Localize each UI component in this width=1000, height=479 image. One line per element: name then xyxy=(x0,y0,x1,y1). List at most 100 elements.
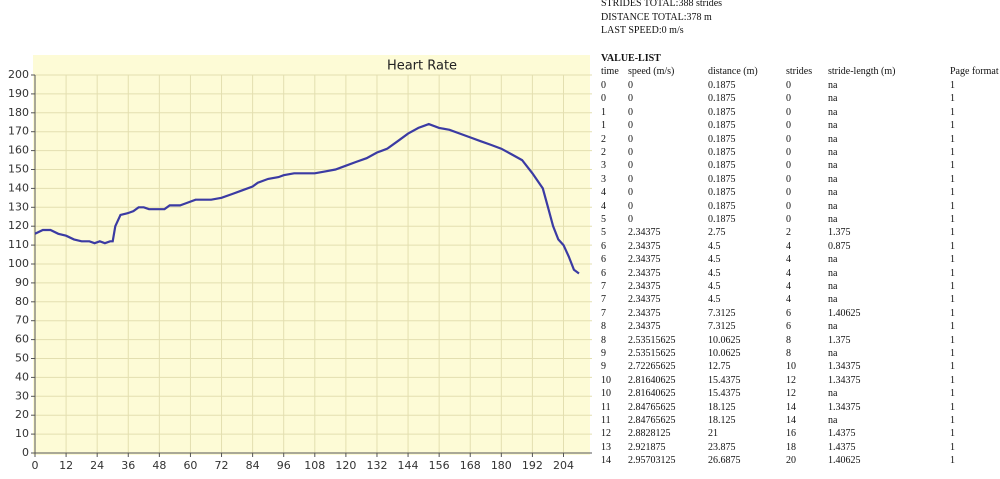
table-cell: 0.1875 xyxy=(708,106,736,118)
table-cell: 1 xyxy=(950,133,955,145)
table-cell: 0 xyxy=(786,120,791,132)
table-cell: 2.34375 xyxy=(628,321,661,333)
heart-rate-line xyxy=(34,122,580,275)
table-cell: 21 xyxy=(708,428,718,440)
table-title: VALUE-LIST xyxy=(601,53,661,64)
table-cell: 2.84765625 xyxy=(628,415,676,426)
table-cell: 1 xyxy=(950,254,955,266)
table-cell: 2 xyxy=(601,133,606,145)
table-cell: 2.34375 xyxy=(628,267,661,279)
table-cell: 7 xyxy=(601,307,606,319)
table-cell: 11 xyxy=(601,401,611,413)
table-cell: 18.125 xyxy=(708,415,736,426)
table-cell: 13 xyxy=(601,441,611,453)
table-cell: na xyxy=(828,106,838,118)
table-cell: 2.34375 xyxy=(628,254,661,266)
table-cell: 1 xyxy=(601,120,606,132)
y-tick-label: 90 xyxy=(15,276,29,289)
table-cell: 1 xyxy=(950,173,955,185)
column-header: Page format xyxy=(950,66,999,77)
table-cell: 0.1875 xyxy=(708,200,736,212)
y-tick-label: 70 xyxy=(15,314,29,327)
table-cell: 1 xyxy=(950,267,955,279)
table-cell: na xyxy=(828,267,838,279)
x-tick-label: 156 xyxy=(429,459,450,472)
table-cell: 0.1875 xyxy=(708,214,736,225)
table-cell: na xyxy=(828,214,838,225)
table-cell: na xyxy=(828,281,838,292)
table-cell: 1.4375 xyxy=(828,428,856,440)
table-cell: 4 xyxy=(601,200,606,212)
x-tick-label: 12 xyxy=(59,459,73,472)
table-cell: 2.34375 xyxy=(628,240,661,252)
y-tick-label: 40 xyxy=(15,370,29,383)
x-tick-label: 36 xyxy=(121,459,135,472)
table-cell: 12 xyxy=(786,374,796,386)
table-cell: 18.125 xyxy=(708,401,736,413)
table-cell: 12 xyxy=(786,388,796,400)
table-cell: 1.40625 xyxy=(828,455,861,467)
table-cell: 0 xyxy=(786,80,791,91)
table-cell: 1 xyxy=(950,80,955,91)
y-tick-label: 20 xyxy=(15,408,29,421)
table-cell: 10 xyxy=(601,374,611,386)
y-tick-label: 120 xyxy=(8,219,29,232)
table-cell: 11 xyxy=(601,415,611,426)
x-tick-label: 72 xyxy=(215,459,229,472)
table-cell: 0 xyxy=(628,187,633,199)
table-cell: 0 xyxy=(786,106,791,118)
x-tick-label: 60 xyxy=(183,459,197,472)
table-cell: 1.34375 xyxy=(828,401,861,413)
table-cell: 10.0625 xyxy=(708,334,741,346)
table-cell: na xyxy=(828,294,838,306)
table-cell: 0.1875 xyxy=(708,133,736,145)
y-tick-label: 200 xyxy=(8,68,29,81)
table-cell: 3 xyxy=(601,173,606,185)
table-cell: 0.1875 xyxy=(708,80,736,91)
table-cell: 1 xyxy=(950,120,955,132)
table-cell: 1 xyxy=(950,93,955,105)
table-cell: 1 xyxy=(950,106,955,118)
table-cell: na xyxy=(828,93,838,105)
table-cell: 2.34375 xyxy=(628,307,661,319)
table-cell: 0 xyxy=(628,106,633,118)
table-cell: 2.75 xyxy=(708,227,726,239)
table-cell: 10 xyxy=(786,361,796,373)
table-cell: 1 xyxy=(950,187,955,199)
table-cell: 15.4375 xyxy=(708,388,741,400)
table-cell: 7.3125 xyxy=(708,307,736,319)
table-cell: 4.5 xyxy=(708,240,721,252)
y-tick-label: 100 xyxy=(8,257,29,270)
table-cell: 0 xyxy=(786,147,791,158)
x-tick-label: 180 xyxy=(491,459,512,472)
table-cell: 0 xyxy=(628,200,633,212)
y-tick-label: 160 xyxy=(8,144,29,157)
table-cell: 1 xyxy=(950,374,955,386)
table-cell: na xyxy=(828,173,838,185)
table-cell: 8 xyxy=(601,334,606,346)
y-tick-label: 0 xyxy=(22,446,29,459)
table-cell: 0 xyxy=(628,120,633,132)
y-tick-label: 150 xyxy=(8,163,29,176)
table-cell: 1 xyxy=(950,227,955,239)
column-header: strides xyxy=(786,66,813,77)
x-tick-label: 132 xyxy=(366,459,387,472)
table-cell: 1 xyxy=(950,214,955,225)
chart: Heart Rate 01020304050607080901001101201… xyxy=(8,55,592,472)
table-cell: 2.8828125 xyxy=(628,428,671,440)
table-cell: 1 xyxy=(950,294,955,306)
table-cell: 0.1875 xyxy=(708,93,736,105)
table-cell: 2.81640625 xyxy=(628,374,676,386)
table-cell: 0 xyxy=(628,93,633,105)
x-tick-label: 96 xyxy=(277,459,291,472)
table-cell: 1 xyxy=(950,348,955,359)
table-cell: 1 xyxy=(950,281,955,292)
table-cell: 0 xyxy=(601,80,606,91)
y-tick-label: 60 xyxy=(15,333,29,346)
table-cell: na xyxy=(828,160,838,172)
table-cell: 23.875 xyxy=(708,441,736,453)
x-tick-label: 144 xyxy=(398,459,419,472)
table-cell: 0 xyxy=(628,160,633,172)
table-cell: 4 xyxy=(786,294,791,306)
